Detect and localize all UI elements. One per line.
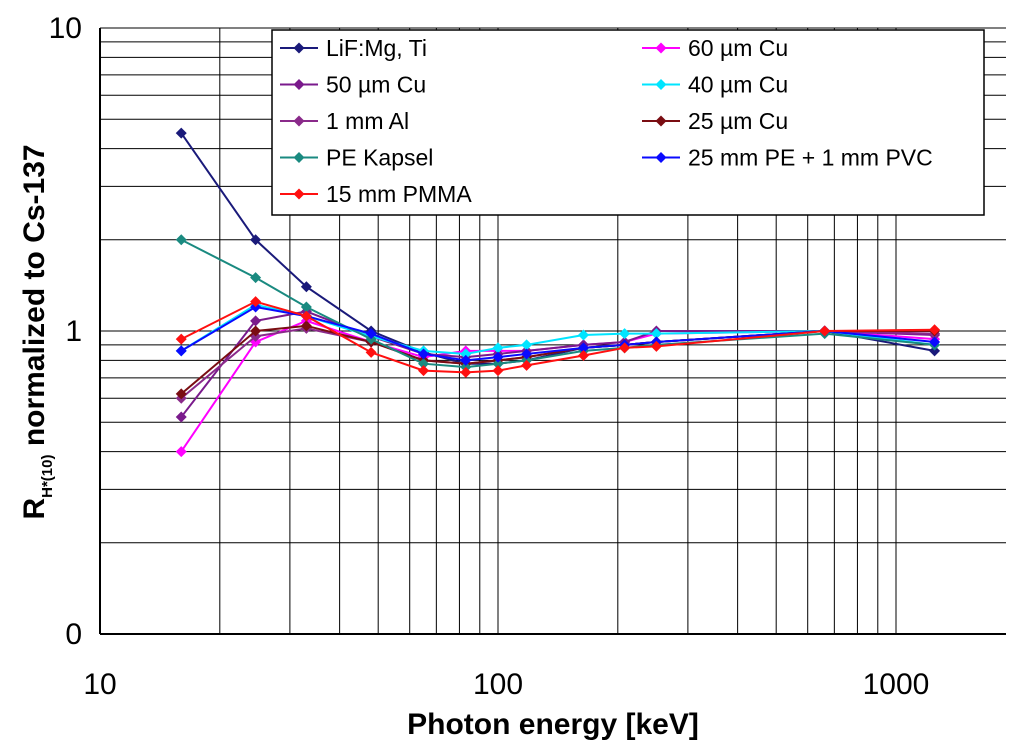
legend-label: 15 mm PMMA [326, 181, 472, 207]
y-axis-title-rest: normalized to Cs-137 [18, 144, 51, 454]
data-point [175, 127, 187, 139]
x-axis-title: Photon energy [keV] [407, 708, 699, 741]
data-point [578, 342, 590, 354]
data-point [300, 301, 312, 313]
data-point [250, 296, 262, 308]
data-point [492, 351, 504, 363]
data-point [460, 366, 472, 378]
legend-box [271, 29, 985, 216]
y-axis-title: RH*(10) normalized to Cs-137 [18, 144, 56, 519]
legend-item-1: 60 µm Cu [642, 35, 788, 61]
data-point [521, 348, 533, 360]
data-point [619, 342, 631, 354]
legend-item-6: PE Kapsel [280, 145, 433, 171]
legend-label: 25 µm Cu [688, 108, 788, 134]
data-point [929, 345, 941, 357]
data-point [650, 340, 662, 352]
data-point [460, 348, 472, 360]
data-point [175, 446, 187, 458]
series-line [180, 300, 935, 374]
data-point [300, 320, 312, 332]
legend-item-7: 25 mm PE + 1 mm PVC [642, 145, 933, 171]
legend-swatch-marker [655, 152, 667, 163]
legend-swatch-marker [655, 79, 667, 90]
y-tick-label: 0 [65, 618, 82, 651]
x-tick-label: 1000 [863, 668, 930, 701]
data-point [250, 315, 262, 327]
data-point [250, 272, 262, 284]
y-axis-title-subscript: H*(10) [39, 455, 56, 498]
legend-label: 60 µm Cu [688, 35, 788, 61]
data-point [418, 365, 430, 377]
legend-label: 40 µm Cu [688, 72, 788, 98]
tick-labels: 10 100 1000 0 1 10 [49, 12, 930, 701]
legend-swatch-marker [293, 152, 305, 163]
data-point [175, 345, 187, 357]
legend-swatch-marker [655, 42, 667, 54]
data-point [300, 281, 312, 293]
data-point [492, 365, 504, 377]
series-line [180, 319, 935, 453]
data-point [929, 324, 941, 336]
y-axis-title-main: R [18, 498, 51, 520]
legend-item-2: 50 µm Cu [280, 72, 426, 98]
data-point [300, 310, 312, 322]
legend-swatch-marker [293, 79, 305, 90]
legend-item-0: LiF:Mg, Ti [280, 35, 427, 61]
data-point [492, 342, 504, 354]
x-tick-label: 10 [83, 668, 116, 701]
series-lines [175, 127, 941, 458]
data-point [365, 346, 377, 358]
legend-item-8: 15 mm PMMA [280, 181, 472, 207]
x-tick-label: 100 [473, 668, 523, 701]
data-point [418, 358, 430, 370]
legend-label: 25 mm PE + 1 mm PVC [688, 145, 933, 171]
legend-swatch-marker [293, 115, 305, 127]
legend-items: LiF:Mg, Ti 60 µm Cu 50 µm Cu 40 µm Cu 1 mm A… [280, 35, 933, 207]
data-point [175, 411, 187, 423]
data-point [650, 328, 662, 340]
legend-item-3: 40 µm Cu [642, 72, 788, 98]
legend-item-5: 25 µm Cu [642, 108, 788, 134]
legend-label: PE Kapsel [326, 145, 433, 171]
data-point [418, 348, 430, 360]
data-point [175, 388, 187, 400]
data-point [250, 234, 262, 246]
data-point [492, 358, 504, 370]
y-tick-label: 10 [49, 12, 82, 45]
data-point [819, 325, 831, 337]
series-8 [175, 296, 941, 378]
data-point [460, 354, 472, 366]
data-point [175, 333, 187, 345]
legend-label: 1 mm Al [326, 108, 409, 134]
legend-swatch-marker [293, 188, 305, 200]
data-point [521, 339, 533, 351]
legend-swatch-marker [655, 115, 667, 127]
axes [99, 28, 1006, 635]
y-tick-label: 1 [65, 315, 82, 348]
data-point [365, 328, 377, 340]
legend-label: 50 µm Cu [326, 72, 426, 98]
data-point [175, 234, 187, 246]
legend: LiF:Mg, Ti 60 µm Cu 50 µm Cu 40 µm Cu 1 mm A… [271, 29, 985, 216]
legend-label: LiF:Mg, Ti [326, 35, 427, 61]
data-point [578, 350, 590, 362]
legend-item-4: 1 mm Al [280, 108, 409, 134]
data-point [250, 325, 262, 337]
data-point [929, 336, 941, 348]
data-point [619, 328, 631, 340]
data-point [521, 359, 533, 371]
data-point [578, 329, 590, 341]
legend-swatch-marker [293, 42, 305, 54]
